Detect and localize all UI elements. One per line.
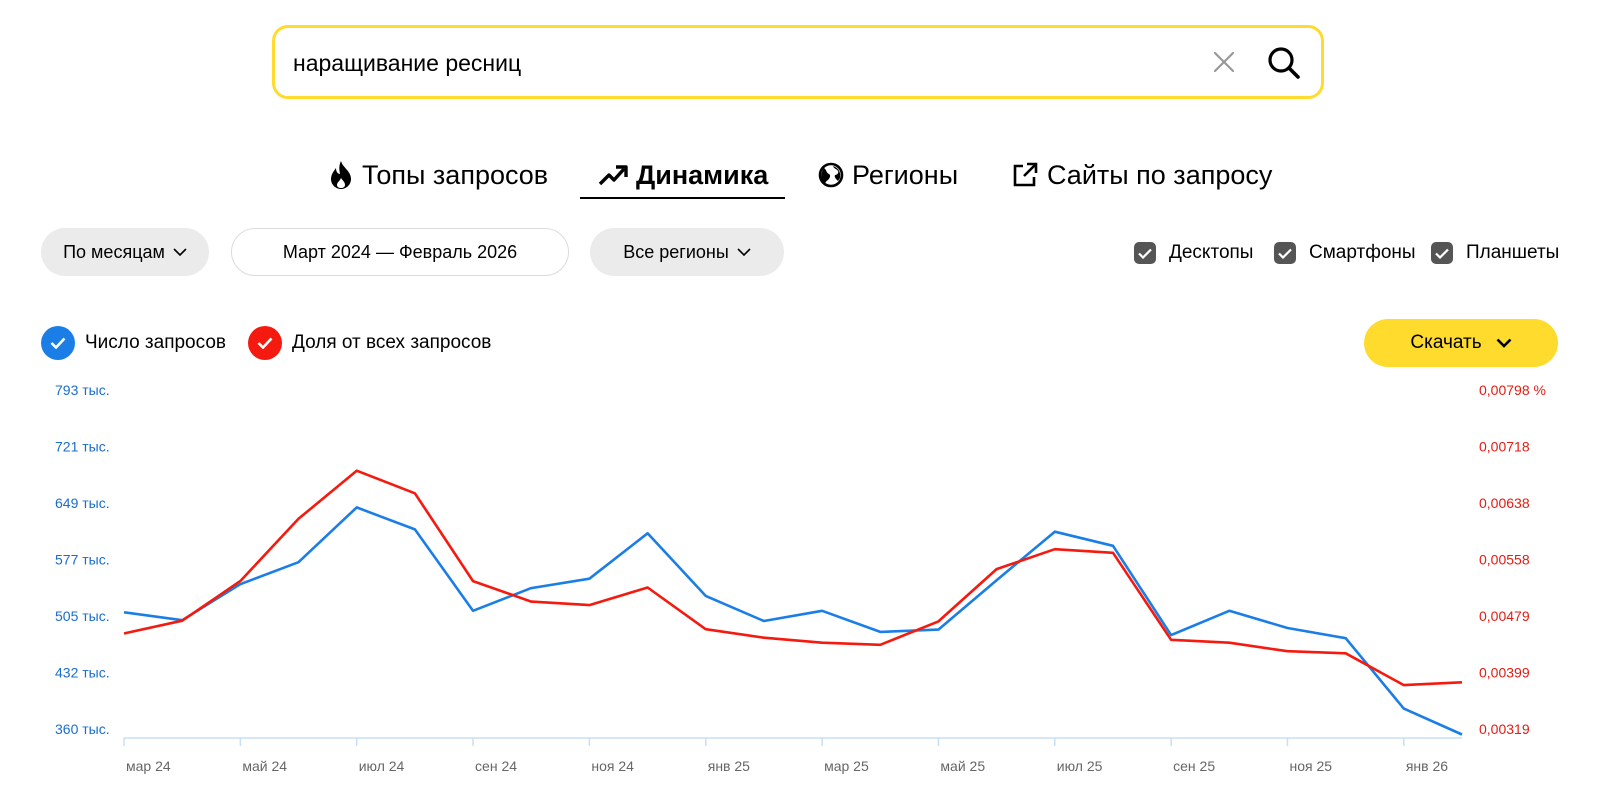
regions-select-label: Все регионы bbox=[623, 241, 729, 262]
period-select-label: По месяцам bbox=[63, 241, 165, 262]
chevron-down-icon bbox=[737, 247, 751, 256]
x-tick-label: июл 25 bbox=[1057, 758, 1103, 774]
flame-icon bbox=[331, 161, 351, 189]
tab-tops[interactable]: Топы запросов bbox=[328, 155, 548, 195]
legend-share-toggle[interactable]: Доля от всех запросов bbox=[248, 326, 491, 360]
search-input[interactable]: наращивание ресниц bbox=[293, 50, 522, 76]
x-tick-label: янв 26 bbox=[1406, 758, 1448, 774]
y-left-tick-label: 432 тыс. bbox=[55, 665, 110, 681]
device-label: Планшеты bbox=[1466, 242, 1560, 263]
tab-label: Регионы bbox=[852, 159, 959, 190]
tab-sites[interactable]: Сайты по запросу bbox=[1011, 155, 1272, 195]
legend-count-label: Число запросов bbox=[85, 332, 226, 353]
x-tick-label: май 25 bbox=[940, 758, 985, 774]
date-range-picker[interactable]: Март 2024 — Февраль 2026 bbox=[231, 228, 569, 276]
y-right-tick-label: 0,00319 bbox=[1479, 721, 1530, 737]
y-left-tick-label: 721 тыс. bbox=[55, 439, 110, 455]
x-tick-label: ноя 24 bbox=[591, 758, 634, 774]
dynamics-chart: 793 тыс. 721 тыс. 649 тыс. 577 тыс. 505 тыс.… bbox=[55, 382, 1546, 774]
check-icon bbox=[1274, 242, 1296, 264]
y-left-tick-label: 577 тыс. bbox=[55, 552, 110, 568]
device-tablet-checkbox[interactable]: Планшеты bbox=[1431, 241, 1559, 265]
chevron-down-icon bbox=[173, 247, 187, 256]
tabs-bar: Топы запросов Динамика Регионы Сайты по … bbox=[0, 155, 1608, 205]
tab-label: Сайты по запросу bbox=[1047, 159, 1273, 190]
device-label: Смартфоны bbox=[1309, 242, 1416, 263]
x-tick-label: сен 25 bbox=[1173, 758, 1215, 774]
globe-icon bbox=[818, 162, 844, 188]
legend-count-toggle[interactable]: Число запросов bbox=[41, 326, 226, 360]
legend-share-label: Доля от всех запросов bbox=[292, 332, 492, 353]
period-select[interactable]: По месяцам bbox=[41, 228, 209, 276]
x-tick-label: ноя 25 bbox=[1289, 758, 1332, 774]
x-tick-label: мар 25 bbox=[824, 758, 869, 774]
chevron-down-icon bbox=[1496, 338, 1512, 348]
device-desktop-checkbox[interactable]: Десктопы bbox=[1134, 241, 1253, 265]
date-range-label: Март 2024 — Февраль 2026 bbox=[282, 241, 518, 262]
x-tick-label: янв 25 bbox=[708, 758, 750, 774]
tab-regions[interactable]: Регионы bbox=[818, 155, 958, 195]
x-tick-label: сен 24 bbox=[475, 758, 517, 774]
y-left-tick-label: 649 тыс. bbox=[55, 495, 110, 511]
check-icon bbox=[1431, 242, 1453, 264]
device-smartphone-checkbox[interactable]: Смартфоны bbox=[1274, 241, 1416, 265]
y-left-tick-label: 793 тыс. bbox=[55, 382, 110, 398]
download-label: Скачать bbox=[1410, 332, 1482, 353]
check-icon bbox=[248, 326, 282, 360]
x-tick-label: июл 24 bbox=[359, 758, 405, 774]
y-left-tick-label: 360 тыс. bbox=[55, 721, 110, 737]
x-tick-label: мар 24 bbox=[126, 758, 171, 774]
search-box[interactable]: наращивание ресниц bbox=[272, 25, 1324, 99]
y-left-tick-label: 505 тыс. bbox=[55, 608, 110, 624]
clear-icon[interactable] bbox=[1210, 48, 1238, 76]
tab-dynamics[interactable]: Динамика bbox=[598, 155, 768, 195]
y-right-tick-label: 0,00479 bbox=[1479, 608, 1530, 624]
download-button[interactable]: Скачать bbox=[1364, 319, 1558, 367]
trend-up-icon bbox=[598, 165, 628, 186]
y-right-tick-label: 0,00399 bbox=[1479, 665, 1530, 681]
series-line-count bbox=[123, 506, 1463, 736]
x-tick-label: май 24 bbox=[242, 758, 287, 774]
check-icon bbox=[41, 326, 75, 360]
y-right-tick-label: 0,00798 % bbox=[1479, 382, 1546, 398]
tab-label: Динамика bbox=[636, 159, 769, 190]
tab-label: Топы запросов bbox=[362, 159, 549, 190]
check-icon bbox=[1134, 242, 1156, 264]
search-icon[interactable] bbox=[1265, 44, 1303, 82]
y-right-tick-label: 0,00558 bbox=[1479, 552, 1530, 568]
y-right-tick-label: 0,00718 bbox=[1479, 439, 1530, 455]
external-link-icon bbox=[1013, 162, 1038, 187]
y-right-tick-label: 0,00638 bbox=[1479, 495, 1530, 511]
series-line-share bbox=[123, 469, 1463, 687]
device-label: Десктопы bbox=[1169, 242, 1254, 263]
regions-select[interactable]: Все регионы bbox=[590, 228, 784, 276]
tab-active-underline bbox=[580, 197, 785, 199]
